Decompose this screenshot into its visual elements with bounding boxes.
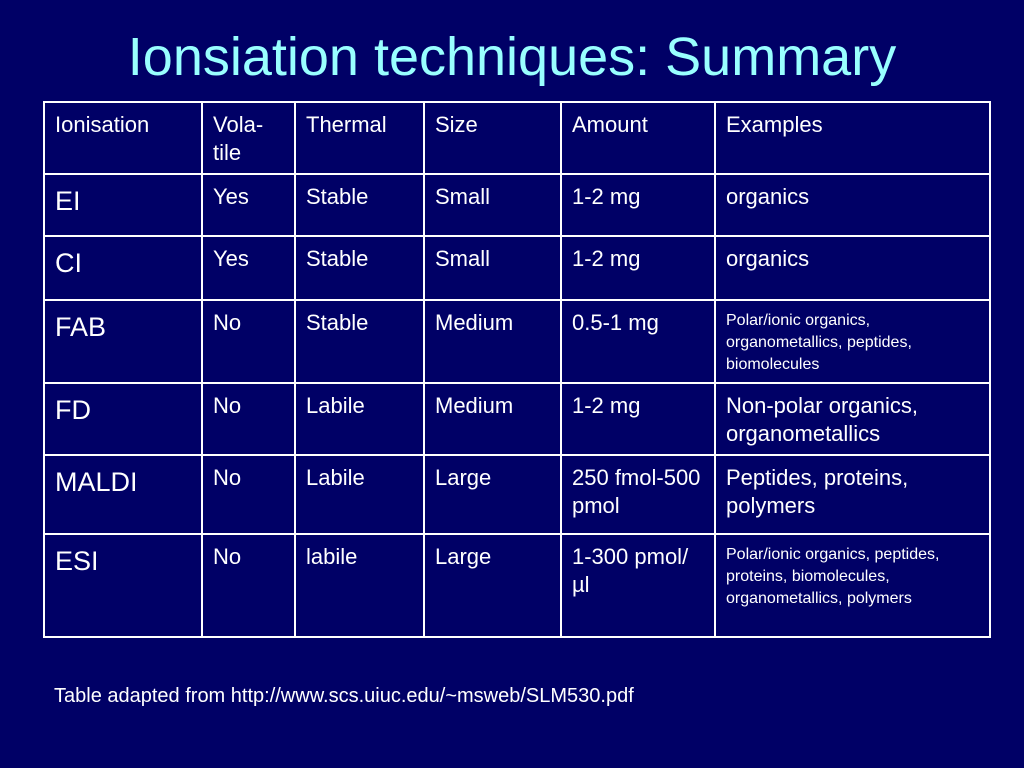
cell-thermal: Stable — [294, 299, 425, 384]
cell-examples: Polar/ionic organics, peptides, proteins… — [714, 533, 991, 638]
cell-volatile: Yes — [201, 173, 296, 237]
cell-ionisation: MALDI — [43, 454, 203, 535]
cell-size: Medium — [423, 382, 562, 456]
table-row: ESI No labile Large 1-300 pmol/µl Polar/… — [43, 533, 991, 638]
table-row: MALDI No Labile Large 250 fmol-500 pmol … — [43, 454, 991, 535]
header-size: Size — [423, 101, 562, 175]
table-header-row: Ionisation Vola-tile Thermal Size Amount… — [43, 101, 991, 175]
cell-examples: Non-polar organics, organometallics — [714, 382, 991, 456]
cell-amount: 1-300 pmol/µl — [560, 533, 716, 638]
header-examples: Examples — [714, 101, 991, 175]
cell-amount: 250 fmol-500 pmol — [560, 454, 716, 535]
cell-thermal: labile — [294, 533, 425, 638]
source-footnote: Table adapted from http://www.scs.uiuc.e… — [54, 685, 634, 707]
table-row: CI Yes Stable Small 1-2 mg organics — [43, 235, 991, 301]
cell-volatile: No — [201, 299, 296, 384]
header-volatile: Vola-tile — [201, 101, 296, 175]
cell-examples: organics — [714, 173, 991, 237]
cell-size: Large — [423, 533, 562, 638]
table-row: FAB No Stable Medium 0.5-1 mg Polar/ioni… — [43, 299, 991, 384]
cell-volatile: No — [201, 533, 296, 638]
cell-ionisation: ESI — [43, 533, 203, 638]
cell-amount: 0.5-1 mg — [560, 299, 716, 384]
cell-ionisation: EI — [43, 173, 203, 237]
cell-volatile: No — [201, 382, 296, 456]
slide-title: Ionsiation techniques: Summary — [127, 27, 897, 87]
cell-thermal: Stable — [294, 235, 425, 301]
header-thermal: Thermal — [294, 101, 425, 175]
cell-amount: 1-2 mg — [560, 382, 716, 456]
cell-examples: Polar/ionic organics, organometallics, p… — [714, 299, 991, 384]
cell-examples: organics — [714, 235, 991, 301]
cell-ionisation: FD — [43, 382, 203, 456]
cell-amount: 1-2 mg — [560, 173, 716, 237]
cell-amount: 1-2 mg — [560, 235, 716, 301]
header-ionisation: Ionisation — [43, 101, 203, 175]
cell-examples: Peptides, proteins, polymers — [714, 454, 991, 535]
header-amount: Amount — [560, 101, 716, 175]
cell-volatile: Yes — [201, 235, 296, 301]
cell-thermal: Labile — [294, 454, 425, 535]
cell-size: Small — [423, 173, 562, 237]
cell-thermal: Stable — [294, 173, 425, 237]
cell-ionisation: CI — [43, 235, 203, 301]
cell-ionisation: FAB — [43, 299, 203, 384]
cell-size: Large — [423, 454, 562, 535]
ionisation-summary-table: Ionisation Vola-tile Thermal Size Amount… — [43, 101, 991, 638]
cell-size: Small — [423, 235, 562, 301]
table-row: FD No Labile Medium 1-2 mg Non-polar org… — [43, 382, 991, 456]
cell-volatile: No — [201, 454, 296, 535]
cell-thermal: Labile — [294, 382, 425, 456]
cell-size: Medium — [423, 299, 562, 384]
table-row: EI Yes Stable Small 1-2 mg organics — [43, 173, 991, 237]
